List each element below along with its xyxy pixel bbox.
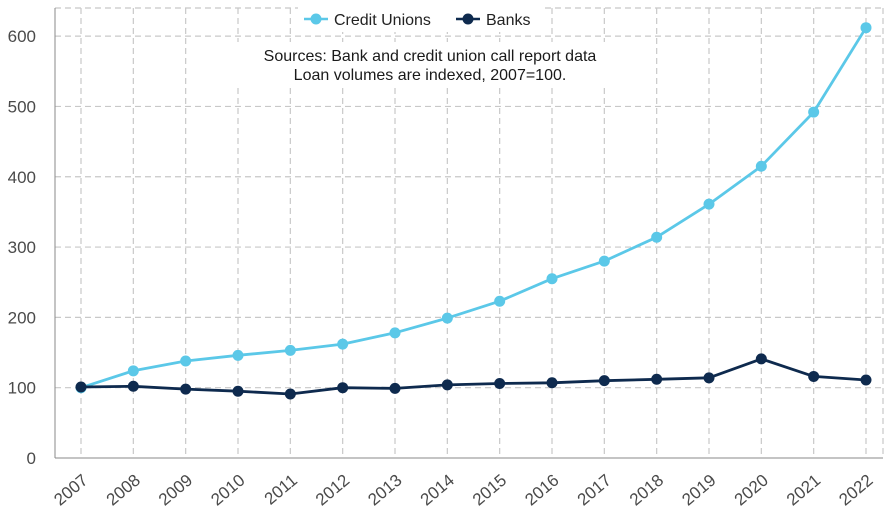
x-tick-label: 2020	[731, 471, 772, 510]
credit-unions-point	[180, 355, 191, 366]
x-tick-label: 2021	[783, 471, 824, 510]
banks-point	[285, 389, 296, 400]
banks-point	[494, 378, 505, 389]
banks-point	[599, 375, 610, 386]
credit-unions-point	[233, 350, 244, 361]
legend-credit-unions-label: Credit Unions	[334, 12, 431, 29]
banks-series-line	[81, 359, 866, 394]
x-tick-label: 2014	[417, 471, 458, 510]
banks-point	[180, 384, 191, 395]
banks-point	[128, 381, 139, 392]
credit-unions-point	[547, 273, 558, 284]
banks-point	[704, 372, 715, 383]
y-tick-label: 500	[8, 97, 36, 116]
index-note: Loan volumes are indexed, 2007=100.	[294, 67, 567, 84]
credit-unions-point	[861, 22, 872, 33]
banks-point	[76, 381, 87, 392]
x-tick-label: 2011	[261, 471, 301, 509]
x-tick-label: 2012	[312, 471, 353, 510]
credit-unions-point	[704, 199, 715, 210]
y-tick-label: 0	[27, 449, 36, 468]
credit-unions-point	[808, 107, 819, 118]
credit-unions-point	[651, 232, 662, 243]
x-tick-label: 2009	[155, 471, 196, 510]
banks-point	[651, 374, 662, 385]
y-tick-label: 400	[8, 168, 36, 187]
x-tick-label: 2010	[207, 471, 248, 510]
x-tick-label: 2016	[521, 471, 562, 510]
banks-point	[808, 371, 819, 382]
y-tick-label: 600	[8, 27, 36, 46]
x-tick-label: 2008	[103, 471, 144, 510]
x-tick-label: 2018	[626, 471, 667, 510]
x-tick-label: 2017	[574, 471, 615, 510]
credit-unions-point	[390, 327, 401, 338]
source-note: Sources: Bank and credit union call repo…	[264, 48, 597, 65]
credit-unions-point	[285, 345, 296, 356]
banks-point	[442, 379, 453, 390]
credit-unions-point	[337, 339, 348, 350]
banks-point	[233, 386, 244, 397]
credit-unions-point	[599, 256, 610, 267]
y-tick-label: 300	[8, 238, 36, 257]
x-tick-label: 2019	[678, 471, 719, 510]
credit-unions-point	[756, 161, 767, 172]
x-tick-label: 2015	[469, 471, 510, 510]
banks-point	[547, 377, 558, 388]
x-tick-label: 2013	[364, 471, 405, 510]
legend-banks-marker	[463, 14, 474, 25]
banks-point	[756, 353, 767, 364]
banks-point	[861, 374, 872, 385]
banks-point	[390, 383, 401, 394]
banks-point	[337, 382, 348, 393]
x-tick-label: 2022	[835, 471, 876, 510]
credit-unions-point	[494, 296, 505, 307]
y-tick-label: 200	[8, 308, 36, 327]
credit-unions-point	[128, 365, 139, 376]
legend-credit-unions-marker	[311, 14, 322, 25]
credit-unions-point	[442, 313, 453, 324]
legend: Credit Unions Banks	[298, 6, 542, 32]
y-tick-label: 100	[8, 379, 36, 398]
x-tick-label: 2007	[50, 471, 91, 510]
legend-banks-label: Banks	[486, 12, 530, 29]
